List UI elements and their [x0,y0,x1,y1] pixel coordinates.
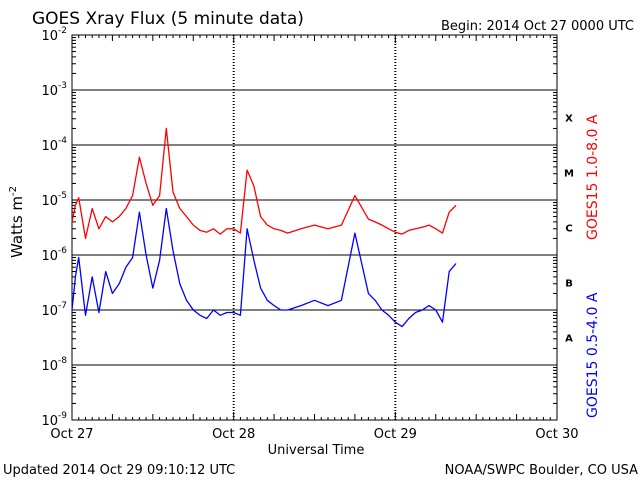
y-tick-label: 10-8 [41,356,67,374]
chart-title: GOES Xray Flux (5 minute data) [32,9,304,29]
y-tick-label: 10-7 [41,301,67,319]
y-axis-label-sup: -2 [8,186,19,196]
x-axis-label: Universal Time [268,443,365,458]
plot-frame [71,34,558,421]
y-axis-label-text: Watts m [8,196,26,258]
y-tick-label: 10-2 [41,26,67,44]
y-tick-label: 10-6 [41,246,67,264]
credit-label: NOAA/SWPC Boulder, CO USA [445,463,638,478]
y-tick-label: 10-9 [41,411,67,429]
y-tick-label: 10-3 [41,81,67,99]
flare-class-label: C [565,224,572,235]
flare-class-label: A [565,334,573,345]
series-short-channel-line [71,207,457,328]
x-tick-label: Oct 27 [50,427,93,442]
flare-class-label: X [565,114,573,125]
y-axis-label: Watts m-2 [8,186,26,258]
y-tick-label: 10-4 [41,136,67,154]
x-tick-label: Oct 30 [535,427,578,442]
x-tick-label: Oct 28 [212,427,255,442]
legend-short-channel: GOES15 0.5-4.0 A [585,292,601,418]
grid-layer [72,35,557,420]
flare-class-label: M [564,169,574,180]
series-layer [71,127,457,328]
series-long-channel-line [71,127,457,240]
x-tick-label: Oct 29 [374,427,417,442]
updated-label: Updated 2014 Oct 29 09:10:12 UTC [3,463,235,478]
y-tick-label: 10-5 [41,191,67,209]
axes-layer: 10-9 10-8 10-7 10-6 10-5 10-4 10-3 10-2 Oct 27 Oc… [41,26,578,442]
legend-long-channel: GOES15 1.0-8.0 A [585,114,601,240]
flare-class-label: B [565,279,573,290]
begin-label: Begin: 2014 Oct 27 0000 UTC [441,19,634,34]
